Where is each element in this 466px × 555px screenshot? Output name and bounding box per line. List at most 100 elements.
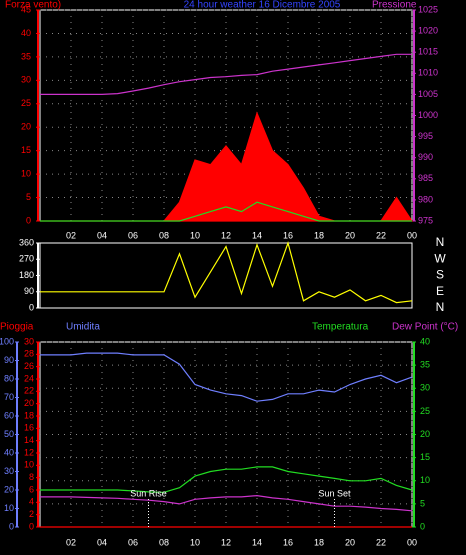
annotation-label: Sun Rise <box>130 488 167 498</box>
y-tick-label: 0 <box>29 302 34 312</box>
y-tick-label: 20 <box>24 398 34 408</box>
x-tick-label: 04 <box>97 230 107 240</box>
y-tick-label: 975 <box>418 215 433 225</box>
y-tick-label: W <box>434 251 446 265</box>
y-tick-label: 0 <box>420 521 425 531</box>
x-tick-label: 20 <box>345 230 355 240</box>
y-tick-label: 25 <box>420 406 430 416</box>
y-tick-label: 40 <box>4 447 14 457</box>
y-tick-label: 20 <box>420 429 430 439</box>
x-tick-label: 02 <box>66 537 76 547</box>
y-tick-label: 1005 <box>418 89 438 99</box>
x-tick-label: 12 <box>221 230 231 240</box>
legend-label: Temperatura <box>312 322 369 333</box>
x-tick-label: 06 <box>128 537 138 547</box>
y-tick-label: 40 <box>21 28 31 38</box>
y-tick-label: 10 <box>24 460 34 470</box>
y-tick-label: 45 <box>21 4 31 14</box>
y-tick-label: 10 <box>21 168 31 178</box>
y-tick-label: 5 <box>26 192 31 202</box>
y-tick-label: 6 <box>29 484 34 494</box>
x-tick-label: 08 <box>159 537 169 547</box>
x-tick-label: 18 <box>314 537 324 547</box>
series-line <box>40 201 412 222</box>
y-tick-label: 14 <box>24 435 34 445</box>
y-tick-label: 16 <box>24 423 34 433</box>
x-tick-label: 22 <box>376 230 386 240</box>
x-tick-label: 10 <box>190 537 200 547</box>
y-tick-label: 20 <box>21 122 31 132</box>
x-tick-label: 18 <box>314 230 324 240</box>
y-tick-label: 50 <box>4 429 14 439</box>
legend-label: Pressione <box>372 0 417 11</box>
y-tick-label: 80 <box>4 373 14 383</box>
x-tick-label: 14 <box>252 230 262 240</box>
y-tick-label: 995 <box>418 131 433 141</box>
series-line <box>40 466 413 493</box>
y-tick-label: 0 <box>29 521 34 531</box>
y-tick-label: 1000 <box>418 110 438 120</box>
y-tick-label: 360 <box>19 237 34 247</box>
y-tick-label: 1020 <box>418 25 438 35</box>
x-tick-label: 12 <box>221 537 231 547</box>
y-tick-label: 0 <box>9 521 14 531</box>
y-tick-label: 12 <box>24 447 34 457</box>
x-tick-label: 00 <box>407 230 417 240</box>
y-tick-label: 35 <box>420 360 430 370</box>
y-tick-label: 0 <box>26 215 31 225</box>
y-tick-label: N <box>436 235 445 249</box>
y-tick-label: 24 <box>24 373 34 383</box>
x-tick-label: 10 <box>190 230 200 240</box>
series-line <box>40 352 413 402</box>
y-tick-label: 35 <box>21 51 31 61</box>
plot-frame <box>39 242 413 309</box>
x-tick-label: 00 <box>407 537 417 547</box>
legend-label: Dew Point (°C) <box>392 322 458 333</box>
y-tick-label: 30 <box>24 336 34 346</box>
x-tick-label: 06 <box>128 230 138 240</box>
y-tick-label: 70 <box>4 392 14 402</box>
legend-label: Umidita <box>66 322 100 333</box>
y-tick-label: 90 <box>4 355 14 365</box>
x-tick-label: 02 <box>66 230 76 240</box>
y-tick-label: 60 <box>4 410 14 420</box>
x-tick-label: 14 <box>252 537 262 547</box>
annotation-label: Sun Set <box>318 488 351 498</box>
y-tick-label: 985 <box>418 173 433 183</box>
y-tick-label: E <box>436 284 444 298</box>
x-tick-label: 16 <box>283 230 293 240</box>
legend-label: Forza vento) <box>5 0 61 11</box>
legend-label: Pioggia <box>0 322 34 333</box>
x-tick-label: 16 <box>283 537 293 547</box>
y-tick-label: 40 <box>420 336 430 346</box>
series-line <box>40 240 413 304</box>
y-tick-label: 30 <box>4 466 14 476</box>
y-tick-label: 15 <box>420 452 430 462</box>
y-tick-label: 990 <box>418 152 433 162</box>
x-tick-label: 20 <box>345 537 355 547</box>
y-tick-label: 100 <box>0 336 14 346</box>
y-tick-label: 10 <box>420 475 430 485</box>
series-line <box>40 494 413 512</box>
series-line <box>40 53 412 95</box>
y-tick-label: 18 <box>24 410 34 420</box>
y-tick-label: 1025 <box>418 4 438 14</box>
y-tick-label: 20 <box>4 484 14 494</box>
y-tick-label: 22 <box>24 386 34 396</box>
y-tick-label: 180 <box>19 270 34 280</box>
y-tick-label: 10 <box>4 503 14 513</box>
y-tick-label: 25 <box>21 98 31 108</box>
y-tick-label: N <box>436 300 445 314</box>
y-tick-label: 2 <box>29 509 34 519</box>
y-tick-label: S <box>436 268 444 282</box>
series-area <box>40 111 414 222</box>
y-tick-label: 15 <box>21 145 31 155</box>
y-tick-label: 270 <box>19 254 34 264</box>
y-tick-label: 980 <box>418 194 433 204</box>
y-tick-label: 90 <box>24 286 34 296</box>
y-tick-label: 1015 <box>418 47 438 57</box>
y-tick-label: 4 <box>29 497 34 507</box>
y-tick-label: 30 <box>21 75 31 85</box>
x-tick-label: 04 <box>97 537 107 547</box>
